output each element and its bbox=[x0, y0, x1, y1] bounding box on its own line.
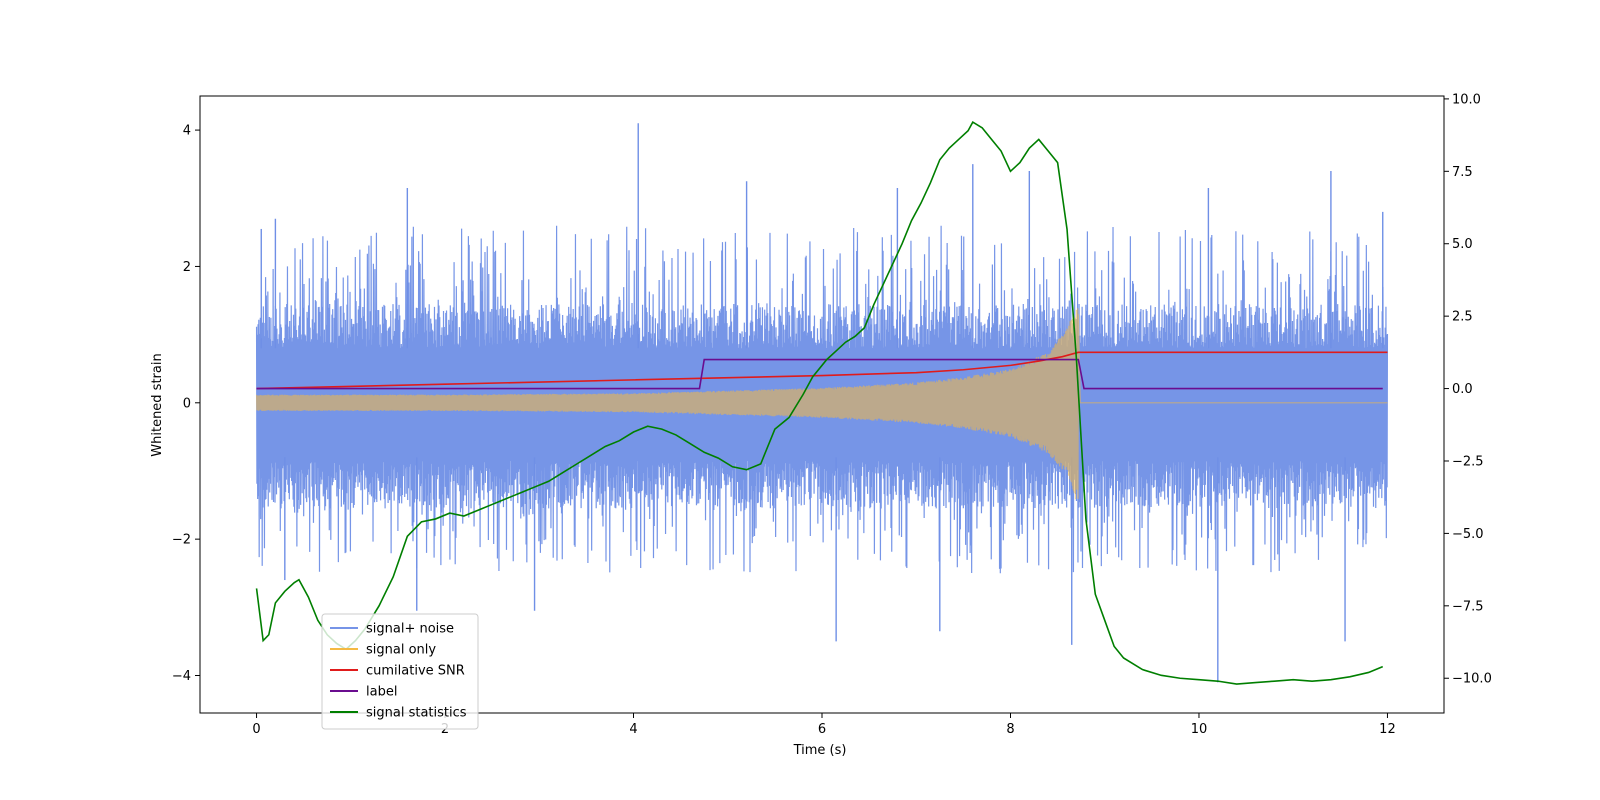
y2-tick-label: −5.0 bbox=[1452, 527, 1484, 542]
series-layer bbox=[255, 120, 1389, 685]
x-tick-label: 0 bbox=[252, 722, 260, 737]
y2-axis-ticks: 10.0 7.5 5.0 2.5 0.0 −2.5 −5.0 −7.5 −10.0 bbox=[1444, 92, 1492, 687]
series-cumulative-snr bbox=[256, 351, 1388, 390]
series-label bbox=[256, 358, 1383, 390]
series-signal-statistics bbox=[255, 120, 1384, 685]
y2-tick-label: −2.5 bbox=[1452, 454, 1484, 469]
y2-tick-label: 10.0 bbox=[1452, 92, 1481, 107]
y-tick-label: 2 bbox=[183, 260, 191, 275]
y-tick-label: 0 bbox=[183, 396, 191, 411]
series-signal-noise-band bbox=[255, 225, 1389, 574]
x-axis-label: Time (s) bbox=[793, 743, 847, 758]
y-axis-ticks: 4 2 0 −2 −4 bbox=[172, 124, 200, 684]
y2-tick-label: 7.5 bbox=[1452, 165, 1473, 180]
x-tick-label: 8 bbox=[1006, 722, 1014, 737]
y2-tick-label: −10.0 bbox=[1452, 672, 1492, 687]
legend: signal+ noise signal only cumilative SNR la… bbox=[321, 613, 479, 730]
series-signal-only bbox=[255, 308, 1388, 500]
y2-tick-label: 5.0 bbox=[1452, 237, 1473, 252]
legend-label: signal statistics bbox=[366, 706, 467, 721]
legend-label: cumilative SNR bbox=[366, 664, 465, 679]
legend-box bbox=[321, 613, 479, 730]
x-tick-label: 10 bbox=[1191, 722, 1208, 737]
y-axis-label: Whitened strain bbox=[150, 353, 165, 456]
y-tick-label: −2 bbox=[172, 533, 191, 548]
y-tick-label: 4 bbox=[183, 124, 191, 139]
y2-tick-label: 2.5 bbox=[1452, 310, 1473, 325]
legend-label: label bbox=[366, 685, 397, 700]
y2-tick-label: −7.5 bbox=[1452, 599, 1484, 614]
y-tick-label: −4 bbox=[172, 669, 191, 684]
y2-tick-label: 0.0 bbox=[1452, 382, 1473, 397]
x-tick-label: 6 bbox=[818, 722, 826, 737]
x-tick-label: 12 bbox=[1379, 722, 1396, 737]
legend-label: signal+ noise bbox=[366, 622, 454, 637]
legend-label: signal only bbox=[366, 643, 436, 658]
x-tick-label: 4 bbox=[629, 722, 637, 737]
